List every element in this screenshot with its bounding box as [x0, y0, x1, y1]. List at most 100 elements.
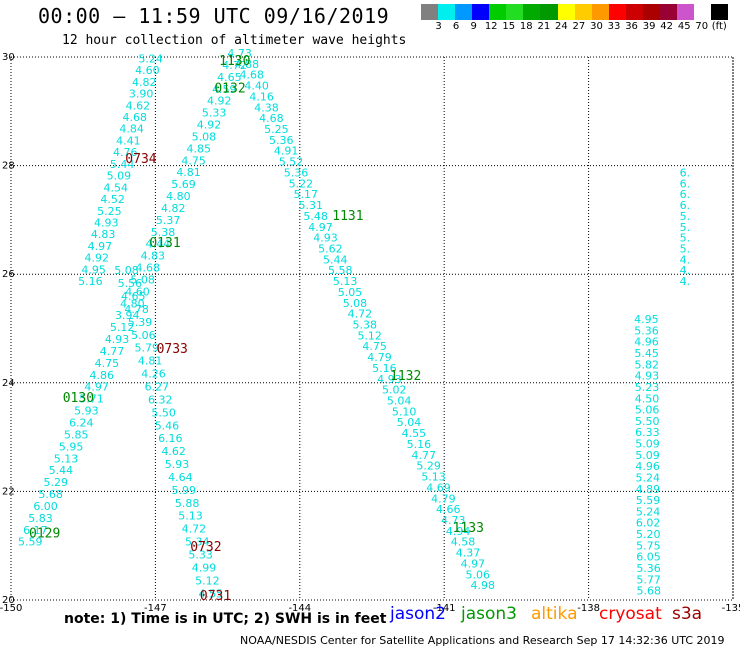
- wave-height-value: 5.45: [634, 347, 659, 360]
- wave-height-value: 5.02: [382, 384, 407, 397]
- pass-time-label: 0131: [149, 236, 180, 251]
- latitude-tick-label: 26: [2, 269, 15, 280]
- wave-height-value: 6.24: [69, 417, 94, 430]
- wave-height-value: 4.86: [89, 369, 114, 382]
- wave-height-value: 6.27: [145, 381, 170, 394]
- wave-height-value: 4.65: [217, 71, 242, 84]
- legend-label: 45: [677, 21, 691, 32]
- wave-height-value: 4.62: [126, 99, 151, 112]
- wave-height-value: 5.39: [128, 316, 153, 329]
- wave-height-value: 4.: [680, 253, 691, 266]
- wave-height-value: 4.58: [451, 536, 476, 549]
- legend-swatch: [591, 4, 609, 20]
- wave-height-value: 5.25: [264, 123, 289, 136]
- legend-swatch: [694, 4, 712, 20]
- wave-height-value: 5.82: [635, 358, 660, 371]
- wave-height-value: 4.88: [235, 58, 260, 71]
- legend-swatch: [625, 4, 643, 20]
- wave-height-value: 5.33: [188, 549, 213, 562]
- wave-height-value: 4.93: [94, 216, 119, 229]
- wave-height-value: 4.75: [362, 340, 387, 353]
- wave-height-value: 4.83: [91, 228, 116, 241]
- wave-height-value: 3.94: [115, 309, 140, 322]
- wave-height-value: 4.41: [116, 134, 141, 147]
- wave-height-value: 4.82: [161, 202, 186, 215]
- legend-label: 15: [502, 21, 516, 32]
- wave-height-value: 5.12: [110, 321, 135, 334]
- wave-height-value: 5.93: [165, 458, 190, 471]
- wave-height-value: 4.96: [634, 336, 659, 349]
- wave-height-value: 5.29: [416, 460, 441, 473]
- wave-height-value: 4.26: [141, 368, 166, 381]
- wave-height-value: 4.80: [166, 190, 191, 203]
- wave-height-value: 4.93: [377, 373, 402, 386]
- wave-height-value: 5.50: [151, 406, 176, 419]
- wave-height-value: 5.12: [357, 329, 382, 342]
- legend-swatch: [557, 4, 575, 20]
- legend-label: 39: [642, 21, 656, 32]
- footnote: note: 1) Time is in UTC; 2) SWH is in fe…: [64, 611, 387, 627]
- wave-height-value: 4.83: [141, 250, 166, 263]
- latitude-tick-label: 30: [2, 52, 15, 63]
- legend-label: 24: [555, 21, 568, 32]
- wave-height-value: 5.69: [171, 178, 196, 191]
- wave-height-value: 5.09: [635, 449, 660, 462]
- wave-height-value: 5.06: [466, 568, 491, 581]
- wave-height-value: 5.56: [118, 277, 143, 290]
- wave-height-value: 6.: [680, 166, 691, 179]
- wave-height-value: 4.84: [119, 123, 144, 136]
- page-subtitle: 12 hour collection of altimeter wave hei…: [62, 33, 407, 48]
- wave-height-value: 4.44: [146, 238, 171, 251]
- wave-height-value: 5.44: [49, 464, 74, 477]
- pass-time-label: 0129: [29, 527, 60, 542]
- wave-height-value: 5.77: [636, 573, 661, 586]
- wave-height-value: 5.08: [192, 130, 217, 143]
- wave-height-value: 5.24: [636, 471, 661, 484]
- legend-label: 9: [470, 21, 477, 32]
- pass-time-label: 1132: [390, 369, 421, 384]
- wave-height-value: 4.95: [634, 313, 659, 326]
- legend-swatch: [659, 4, 677, 20]
- wave-height-value: 5.: [680, 221, 691, 234]
- wave-height-value: 4.54: [104, 181, 129, 194]
- pass-time-label: 0733: [157, 342, 188, 357]
- wave-height-value: 4.60: [135, 64, 160, 77]
- legend-swatch: [455, 4, 473, 20]
- wave-height-value: 4.99: [192, 561, 217, 574]
- legend-swatch: [489, 4, 507, 20]
- pass-time-label: 0732: [190, 540, 221, 555]
- wave-height-value: 4.75: [95, 357, 120, 370]
- wave-height-value: 4.96: [635, 460, 660, 473]
- legend-label: 21: [537, 21, 551, 32]
- wave-height-value: 4.37: [456, 547, 481, 560]
- wave-height-value: 4.68: [135, 262, 160, 275]
- wave-height-value: 5.99: [172, 484, 197, 497]
- legend-label: 3: [435, 21, 442, 32]
- wave-height-value: 5.13: [421, 471, 446, 484]
- wave-height-value: 4.76: [113, 146, 138, 159]
- wave-height-value: 5.10: [392, 405, 417, 418]
- wave-height-value: 4.59: [212, 83, 237, 96]
- wave-height-value: 4.72: [348, 308, 373, 321]
- wave-height-value: 5.58: [328, 264, 353, 277]
- wave-height-value: 5.46: [155, 419, 180, 432]
- wave-height-value: 6.00: [33, 500, 58, 513]
- wave-height-value: 5.33: [202, 107, 227, 120]
- wave-height-value: 5.68: [38, 488, 63, 501]
- wave-height-value: 6.02: [636, 517, 661, 530]
- wave-height-value: 5.50: [635, 415, 660, 428]
- wave-height-value: 5.62: [318, 242, 343, 255]
- wave-height-value: 4.72: [222, 59, 247, 72]
- pass-time-label: 0132: [214, 81, 245, 96]
- pass-time-label: 0130: [63, 391, 94, 406]
- wave-height-value: 4.97: [84, 381, 109, 394]
- wave-height-value: 5.24: [138, 52, 163, 65]
- legend-label: 27: [572, 21, 586, 32]
- wave-height-value: 4.: [680, 275, 691, 288]
- wave-height-value: 5.48: [303, 210, 328, 223]
- wave-height-value: 4.97: [308, 221, 333, 234]
- wave-height-value: 4.93: [105, 333, 130, 346]
- pass-time-label: 1130: [219, 54, 250, 69]
- satellite-altika: altika: [531, 604, 578, 624]
